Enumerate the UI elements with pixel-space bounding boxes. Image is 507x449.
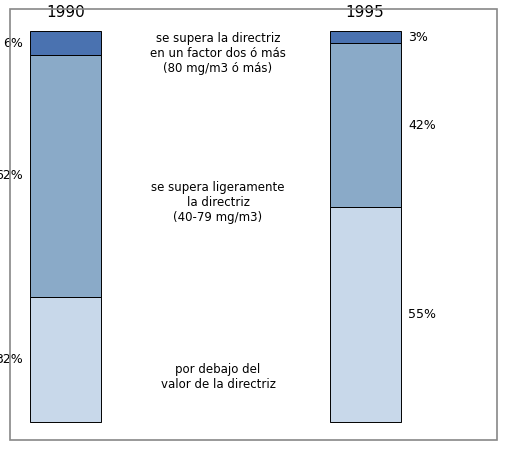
Bar	[30, 55, 101, 297]
Text: 3%: 3%	[408, 31, 428, 44]
Bar	[30, 31, 101, 55]
Bar	[330, 207, 401, 422]
Text: 42%: 42%	[408, 119, 436, 132]
Bar	[330, 31, 401, 43]
Text: 32%: 32%	[0, 353, 23, 366]
Bar	[30, 297, 101, 422]
Bar	[330, 43, 401, 207]
Text: 55%: 55%	[408, 308, 436, 321]
Text: 62%: 62%	[0, 169, 23, 182]
Text: 6%: 6%	[3, 37, 23, 50]
Text: 1995: 1995	[346, 5, 384, 20]
Text: 1990: 1990	[47, 5, 85, 20]
Text: se supera la directriz
en un factor dos ó más
(80 mg/m3 ó más): se supera la directriz en un factor dos …	[150, 32, 286, 75]
Text: por debajo del
valor de la directriz: por debajo del valor de la directriz	[161, 363, 275, 391]
Text: se supera ligeramente
la directriz
(40-79 mg/m3): se supera ligeramente la directriz (40-7…	[151, 180, 285, 224]
